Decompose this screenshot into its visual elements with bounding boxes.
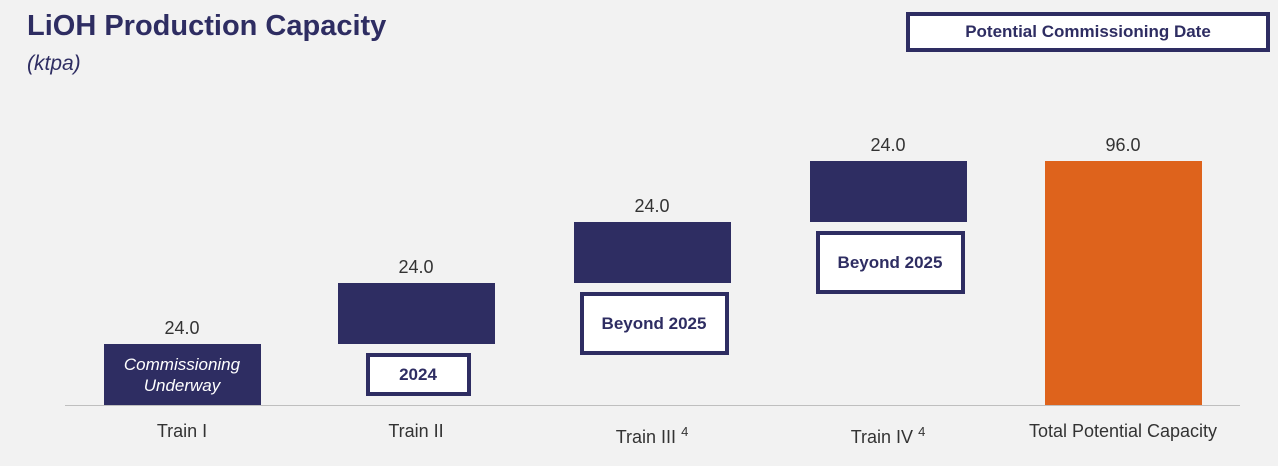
x-tick-label: Train III 4 <box>552 420 752 449</box>
baseline <box>65 405 1240 406</box>
bar <box>573 222 731 283</box>
category-name: Train II <box>388 421 444 441</box>
value-label: 24.0 <box>398 257 434 277</box>
category-name: Train IV <box>850 427 914 447</box>
bar <box>103 344 261 405</box>
x-tick-label: Total Potential Capacity <box>1023 420 1223 443</box>
annotation-box: 2024 <box>365 353 471 396</box>
annotation-box: Beyond 2025 <box>815 231 965 294</box>
category-name: Train I <box>156 421 208 441</box>
chart-subtitle: (ktpa) <box>27 52 81 75</box>
bar <box>1044 161 1202 405</box>
value-label: 24.0 <box>870 135 906 155</box>
x-tick-label: Train IV 4 <box>788 420 988 449</box>
value-label: 96.0 <box>1105 135 1141 155</box>
value-label: 24.0 <box>634 196 670 216</box>
category-name: Total Potential Capacity <box>1028 421 1218 441</box>
chart-title: LiOH Production Capacity <box>27 10 387 42</box>
footnote: 4 <box>918 424 926 439</box>
x-tick-label: Train II <box>316 420 516 443</box>
annotation-box: Beyond 2025 <box>579 292 729 355</box>
value-label: 24.0 <box>164 318 200 338</box>
category-name: Train III <box>615 427 677 447</box>
x-tick-label: Train I <box>82 420 282 443</box>
bar <box>337 283 495 344</box>
footnote: 4 <box>681 424 689 439</box>
bar <box>809 161 967 222</box>
annotation: Commissioning Underway <box>123 354 241 395</box>
legend: Potential Commissioning Date <box>906 12 1270 52</box>
